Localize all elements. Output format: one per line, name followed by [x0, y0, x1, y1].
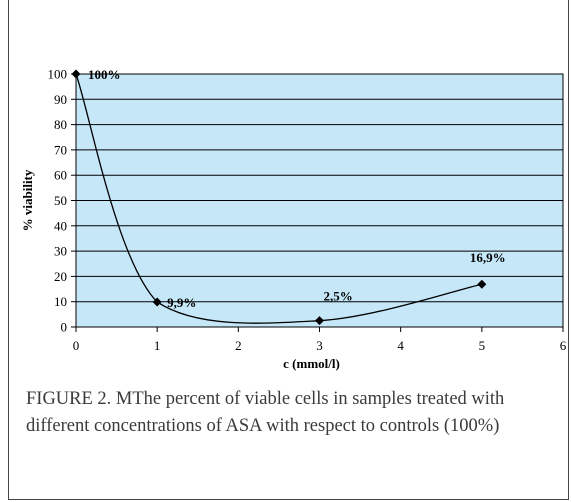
- y-tick-label: 0: [61, 320, 68, 335]
- chart: 0 10 20 30 40 50 60 70 80 90 100 0 1 2 3 4 5 6 100% 9,9% 2…: [20, 67, 567, 372]
- x-tick-label: 0: [73, 338, 80, 353]
- y-tick-label: 30: [54, 244, 67, 259]
- data-label: 2,5%: [324, 289, 353, 304]
- data-point: [477, 279, 487, 289]
- series-line: [75, 73, 482, 324]
- y-tick-label: 100: [48, 67, 68, 82]
- data-label: 100%: [88, 67, 121, 82]
- y-tick-label: 10: [54, 294, 67, 309]
- y-axis-ticks: 0 10 20 30 40 50 60 70 80 90 100: [48, 67, 76, 335]
- y-axis-label: % viability: [20, 169, 35, 231]
- y-tick-label: 60: [54, 168, 67, 183]
- data-markers: [71, 69, 487, 326]
- data-point: [152, 297, 162, 307]
- data-label: 9,9%: [167, 295, 196, 310]
- data-labels: 100% 9,9% 2,5% 16,9%: [88, 67, 506, 310]
- x-tick-label: 1: [154, 338, 161, 353]
- data-label: 16,9%: [470, 250, 506, 265]
- x-tick-label: 2: [235, 338, 242, 353]
- data-point: [315, 316, 324, 326]
- x-tick-label: 5: [479, 338, 486, 353]
- y-tick-label: 90: [54, 92, 67, 107]
- y-tick-label: 80: [54, 117, 67, 132]
- figure-caption: FIGURE 2. MThe percent of viable cells i…: [26, 389, 505, 436]
- x-axis-ticks: 0 1 2 3 4 5 6: [73, 327, 567, 353]
- y-tick-label: 50: [54, 193, 67, 208]
- grid-lines: [76, 98, 563, 303]
- y-tick-label: 40: [54, 218, 67, 233]
- x-tick-label: 6: [560, 338, 567, 353]
- x-tick-label: 3: [316, 338, 323, 353]
- x-tick-label: 4: [397, 338, 404, 353]
- data-point: [71, 69, 81, 79]
- y-tick-label: 20: [54, 269, 67, 284]
- x-axis-label: c (mmol/l): [283, 356, 340, 371]
- y-tick-label: 70: [54, 142, 67, 157]
